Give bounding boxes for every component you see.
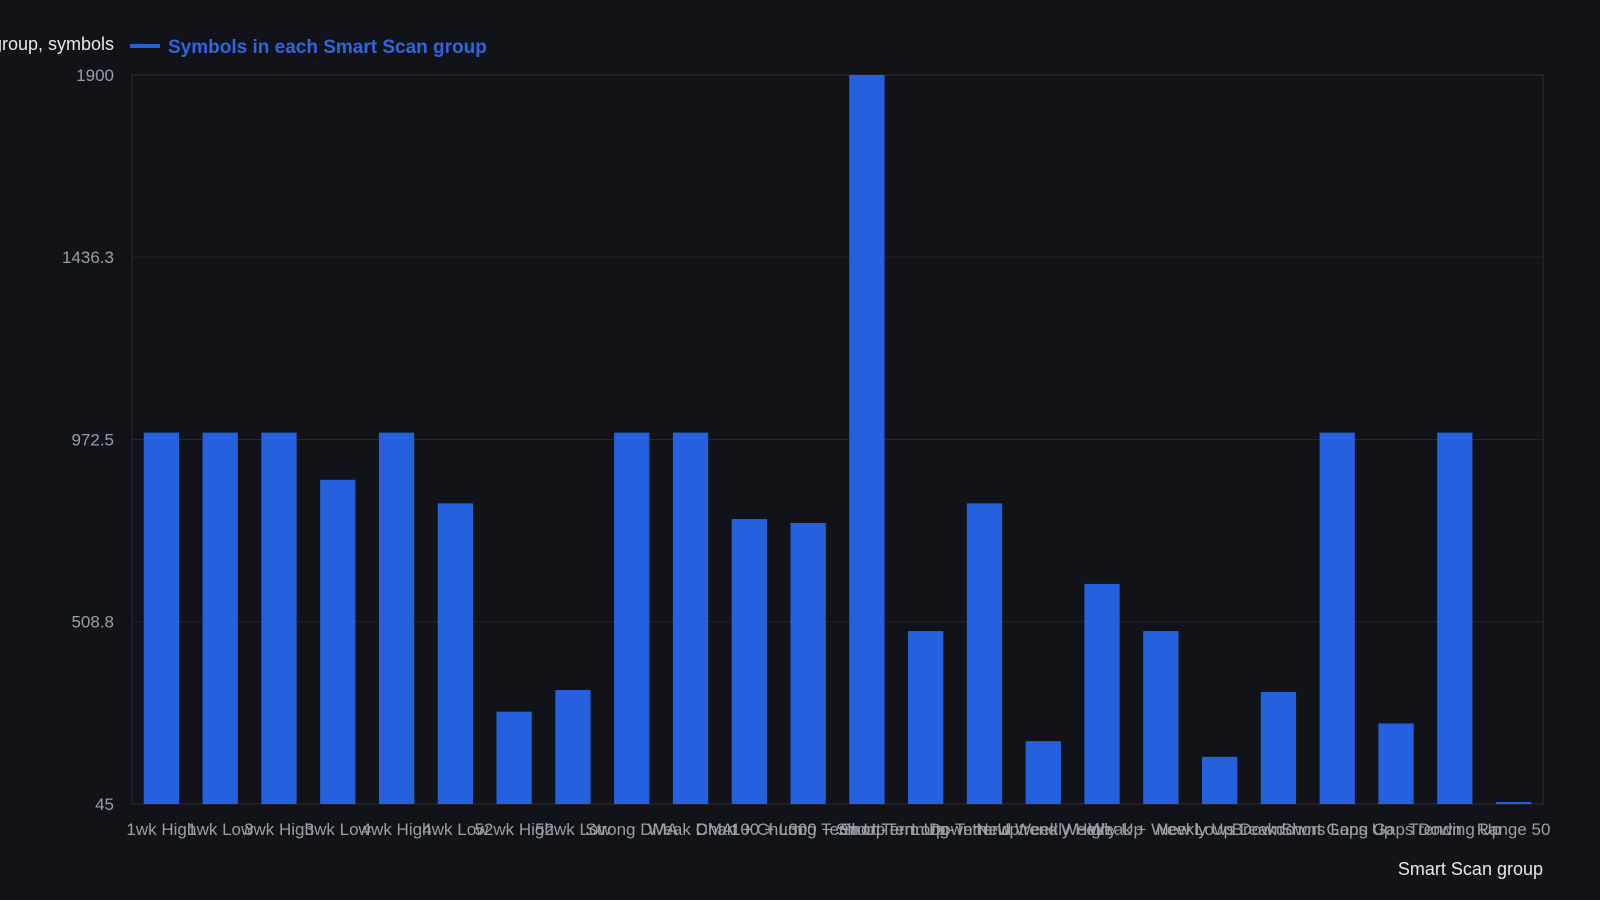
x-tick-label: New Weekly High: [976, 820, 1110, 839]
bar[interactable]: [1084, 583, 1120, 804]
x-tick-label: Chart + Churn: [696, 820, 803, 839]
bar[interactable]: [202, 432, 238, 804]
bar[interactable]: [143, 432, 180, 804]
legend-label: Symbols in each Smart Scan group: [168, 37, 487, 58]
x-tick-label: 3wk Low: [305, 820, 372, 839]
bar[interactable]: [1378, 723, 1414, 804]
x-tick-label: 100 + Long Term Up: [731, 820, 885, 839]
bar[interactable]: [261, 432, 297, 804]
x-tick-label: 1wk High: [126, 820, 196, 839]
bar[interactable]: [1495, 802, 1532, 804]
x-tick-label: 4wk High: [362, 820, 432, 839]
x-tick-label: Trending Up: [1408, 820, 1501, 839]
y-tick-label: 1900: [76, 66, 114, 85]
bar[interactable]: [790, 523, 826, 804]
bar[interactable]: [437, 503, 473, 804]
bar[interactable]: [1260, 691, 1297, 804]
bar[interactable]: [496, 711, 532, 804]
bar[interactable]: [1025, 741, 1061, 804]
bar[interactable]: [1202, 756, 1238, 804]
plot-frame: [131, 74, 1544, 805]
x-tick-label: Breakdowns: [1232, 820, 1326, 839]
legend[interactable]: Symbols in each Smart Scan group: [130, 37, 487, 58]
bar[interactable]: [672, 432, 709, 804]
x-tick-label: 3wk High: [244, 820, 314, 839]
x-tick-label: 52wk High: [474, 820, 553, 839]
bar[interactable]: [1437, 432, 1473, 804]
x-axis-title: Smart Scan group: [1398, 859, 1543, 879]
bar[interactable]: [320, 479, 356, 804]
y-axis-title: Smart Scan group, symbols: [0, 34, 114, 54]
bar[interactable]: [555, 690, 591, 804]
bar[interactable]: [731, 519, 767, 804]
x-tick-label: Strong DMA: [585, 820, 678, 839]
x-tick-label: Long Gaps Down: [1330, 820, 1461, 839]
bar[interactable]: [1143, 631, 1179, 804]
bar[interactable]: [614, 432, 650, 804]
x-tick-label: Weak DMA: [648, 820, 734, 839]
x-tick-label: Range 50: [1477, 820, 1551, 839]
bars-layer: [143, 75, 1532, 804]
bar[interactable]: [378, 432, 415, 804]
y-tick-label: 45: [95, 795, 114, 814]
x-tick-label: 300 + Short Term Up: [788, 820, 945, 839]
x-tick-label: 1wk Low: [187, 820, 254, 839]
y-axis-ticks: 45 508.8 972.5 1436.3 1900: [62, 66, 114, 814]
y-tick-label: 972.5: [71, 431, 114, 450]
x-tick-label: New Lows Down: [1156, 820, 1283, 839]
y-tick-label: 1436.3: [62, 248, 114, 267]
bar[interactable]: [849, 75, 885, 804]
x-tick-label: Short-Term Downtrend: [840, 820, 1011, 839]
x-tick-label: Weak + Weekly Up: [1089, 820, 1233, 839]
x-tick-label: Short Gaps Up: [1281, 820, 1393, 839]
x-tick-label: Weekly Up: [1061, 820, 1143, 839]
x-tick-label: Long-Term Uptrend: [911, 820, 1057, 839]
x-tick-label: 52wk Low: [535, 820, 611, 839]
bar[interactable]: [1319, 432, 1355, 804]
y-tick-label: 508.8: [71, 613, 114, 632]
bar[interactable]: [908, 631, 944, 804]
x-tick-label: 4wk Low: [422, 820, 489, 839]
bar[interactable]: [966, 503, 1003, 804]
